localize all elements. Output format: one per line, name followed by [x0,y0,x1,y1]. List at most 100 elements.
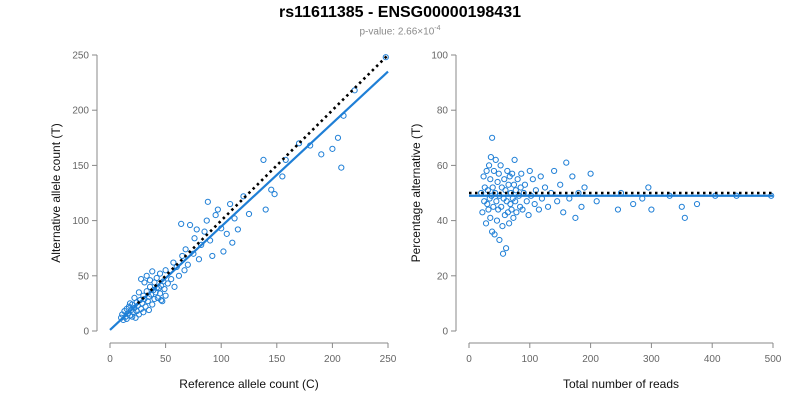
x-tick-label: 100 [521,354,538,365]
data-point [142,303,149,310]
data-point [158,296,165,304]
data-point [502,245,510,252]
data-point [146,277,154,284]
data-point [193,226,200,233]
data-point [494,178,501,186]
data-point [170,259,177,266]
x-axis-label: Total number of reads [563,377,679,391]
data-point [535,206,543,213]
data-point [496,236,503,244]
data-point [505,181,512,188]
data-point [557,181,564,188]
data-point [186,221,194,229]
data-point [514,176,521,183]
y-tick-label: 250 [72,51,89,62]
data-point [513,209,520,216]
y-tick-label: 200 [72,106,89,117]
reference-line [136,54,389,305]
data-point [537,173,544,180]
data-point [493,217,501,224]
data-point [490,167,498,175]
y-tick-label: 20 [437,271,449,282]
data-point [630,200,637,208]
y-axis-label: Percentage alternative (T) [409,124,423,263]
data-point [487,214,494,221]
data-point [518,170,525,177]
y-tick-label: 80 [437,106,449,117]
data-point [279,173,286,180]
x-tick-label: 50 [160,354,172,365]
data-point [168,276,175,283]
y-tick-label: 150 [72,161,89,172]
data-point [493,198,500,205]
data-point [198,241,205,248]
data-point [498,184,505,191]
data-point [645,184,652,191]
data-point [499,250,507,257]
data-point [572,214,579,221]
data-point [129,313,136,320]
x-tick-label: 400 [704,354,721,365]
data-point [487,176,494,183]
data-point [260,156,267,163]
data-point [512,187,519,194]
data-point [223,230,230,237]
data-point [245,210,253,218]
data-point [498,203,505,210]
data-point [153,274,160,282]
x-tick-label: 250 [380,354,397,365]
data-point [318,151,325,158]
data-point [510,214,517,221]
data-point [489,184,496,191]
data-point [648,206,655,213]
data-point [560,209,567,216]
data-point [480,173,487,180]
data-point [164,280,171,287]
data-point [507,200,514,208]
data-point [212,211,219,219]
data-point [506,220,513,227]
data-point [123,315,130,322]
data-point [141,279,148,286]
y-tick-label: 100 [431,51,448,62]
x-tick-label: 100 [213,354,230,365]
data-point [271,191,278,198]
x-tick-label: 150 [268,354,285,365]
data-point [351,87,358,94]
data-point [382,54,389,61]
data-point [511,156,518,163]
data-point [485,162,493,169]
data-point [162,292,169,299]
p-value-subtitle: p-value: 2.66×10-4 [0,25,800,37]
data-point [525,211,532,219]
data-point [159,298,166,305]
data-point [268,186,275,193]
x-tick-label: 500 [765,354,782,365]
data-point [531,200,538,208]
data-point [201,228,208,235]
data-point [151,295,158,303]
data-point [479,209,486,216]
data-point [182,246,189,253]
x-tick-label: 200 [582,354,599,365]
data-point [149,268,156,275]
data-point [144,298,151,305]
y-tick-label: 50 [78,271,90,282]
data-point [512,198,519,205]
data-point [681,214,688,221]
data-point [338,164,345,171]
data-point [161,285,168,293]
data-point [563,159,570,166]
data-point [487,154,494,161]
scatter-panel-allele-counts: 0 50 100 150 200 250 0 50 100 150 200 250 Reference … [49,51,397,392]
data-point [329,145,336,152]
data-point [508,206,515,213]
data-point [231,215,238,222]
data-point [497,162,504,169]
data-point [175,272,183,279]
data-point [203,217,210,224]
x-tick-label: 300 [643,354,660,365]
data-point [517,184,524,191]
y-axis-label: Alternative allele count (T) [49,123,63,262]
